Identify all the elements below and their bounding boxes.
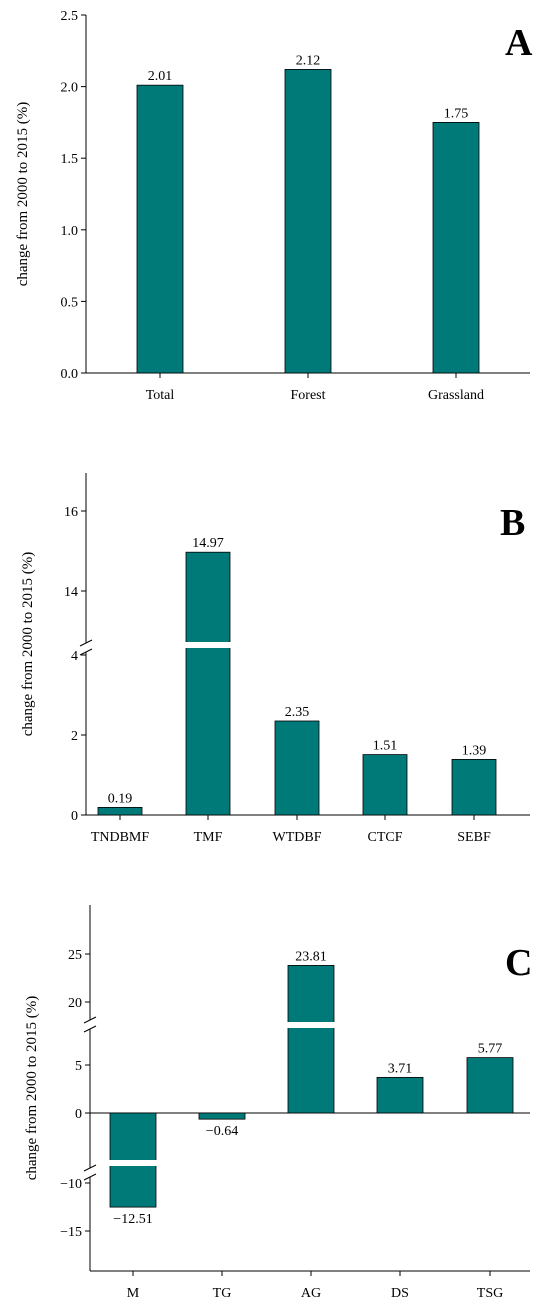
panel-c-category-label-tg: TG [213,1286,232,1301]
panel-b: B change from 2000 to 2015 (%) 0 2 4 14 16 0… [20,473,530,845]
panel-c-value-label-ag: 23.81 [295,949,327,964]
panel-b-category-label-wtdbf: WTDBF [273,830,322,845]
panel-a-letter: A [505,22,533,64]
panel-c-y-ticks: −15 −10 0 5 20 25 [60,948,90,1240]
panel-b-axis-break-mark [79,639,93,656]
panel-c-category-label-m: M [127,1286,140,1301]
panel-b-bar-break-tmf [185,642,231,648]
panel-b-category-label-sebf: SEBF [457,830,491,845]
panel-c-axis-break-mark-upper [83,1016,97,1033]
panel-b-value-label-ctcf: 1.51 [373,739,398,754]
panel-c-bar-tg [198,1112,246,1120]
panel-b-ytick-label-4: 16 [64,505,78,520]
panel-a-ytick-label-0: 0.0 [61,367,79,382]
panel-c-ytick-label-3: 5 [75,1059,82,1074]
panel-b-y-ticks: 0 2 4 14 16 [64,505,86,824]
panel-c-category-label-tsg: TSG [477,1286,503,1301]
panel-c-bar-tsg [466,1057,514,1114]
panel-c-value-label-tsg: 5.77 [478,1042,503,1057]
panel-b-value-label-tndbmf: 0.19 [108,791,133,806]
panel-b-bar-tndbmf [97,807,143,816]
panel-b-value-label-sebf: 1.39 [462,743,487,758]
panel-c-ytick-label-4: 20 [68,996,82,1011]
panel-c-letter: C [505,942,532,984]
panel-c-ytick-label-1: −10 [60,1177,82,1192]
panel-b-category-label-tndbmf: TNDBMF [91,830,150,845]
panel-c-value-label-m: −12.51 [113,1212,152,1227]
panel-b-bar-tmf [185,551,231,816]
panel-b-letter: B [500,502,525,544]
panel-b-category-label-tmf: TMF [194,830,223,845]
panel-a-bar-total [136,84,184,374]
panel-c-axis-break-mark-lower [83,1164,97,1181]
panel-c-ytick-label-0: −15 [60,1225,82,1240]
panel-a-value-label-forest: 2.12 [296,53,321,68]
panel-a-bar-forest [284,69,332,374]
panel-c-value-label-ds: 3.71 [388,1061,413,1076]
panel-a-bars: 2.01 Total 2.12 Forest 1.75 Grassland [136,53,484,403]
panel-c: C change from 2000 to 2015 (%) −15 −10 0 5 2… [24,905,532,1301]
panel-b-ylabel: change from 2000 to 2015 (%) [20,552,36,737]
panel-a-value-label-grassland: 1.75 [444,106,469,121]
panel-b-bar-sebf [451,759,497,816]
panel-a-ylabel: change from 2000 to 2015 (%) [15,102,31,287]
panel-b-ytick-label-0: 0 [71,809,78,824]
panel-b-bar-wtdbf [274,720,320,816]
panel-c-bar-ag [287,965,335,1114]
panel-b-value-label-wtdbf: 2.35 [285,705,310,720]
panel-c-bar-break-m [109,1160,157,1166]
panel-a-ytick-label-1: 0.5 [61,295,79,310]
panel-a: A change from 2000 to 2015 (%) 0.0 0.5 1.0… [15,9,533,403]
panel-a-category-label-total: Total [146,388,175,403]
panel-a-bar-grassland [432,122,480,374]
panel-a-value-label-total: 2.01 [148,69,173,84]
panel-c-ytick-label-2: 0 [75,1107,82,1122]
panel-a-y-ticks: 0.0 0.5 1.0 1.5 2.0 2.5 [61,9,86,382]
panel-b-ytick-label-2: 4 [71,649,78,664]
panel-a-ytick-label-4: 2.0 [61,81,79,96]
panel-c-bar-break-ag [287,1022,335,1028]
panel-b-ytick-label-1: 2 [71,729,78,744]
panel-a-category-label-forest: Forest [291,388,326,403]
panel-c-bars: −12.51 M −0.64 TG 23.81 AG 3.71 DS 5.77 TSG [109,949,514,1301]
panel-a-category-label-grassland: Grassland [428,388,484,403]
panel-a-ytick-label-5: 2.5 [61,9,79,24]
panel-c-category-label-ds: DS [391,1286,409,1301]
panel-b-bar-ctcf [362,754,408,816]
panel-b-value-label-tmf: 14.97 [192,536,224,551]
panel-c-bar-ds [376,1076,424,1114]
panel-a-ytick-label-2: 1.0 [61,224,79,239]
panel-a-ytick-label-3: 1.5 [61,152,79,167]
panel-c-value-label-tg: −0.64 [206,1124,238,1139]
panel-b-category-label-ctcf: CTCF [367,830,402,845]
panel-b-ytick-label-3: 14 [64,585,78,600]
panel-b-bars: 0.19 TNDBMF 14.97 TMF 2.35 WTDBF 1.51 CTCF 1.39 S… [91,536,497,845]
panel-c-ytick-label-5: 25 [68,948,82,963]
panel-c-ylabel: change from 2000 to 2015 (%) [24,996,40,1181]
panel-c-category-label-ag: AG [301,1286,321,1301]
